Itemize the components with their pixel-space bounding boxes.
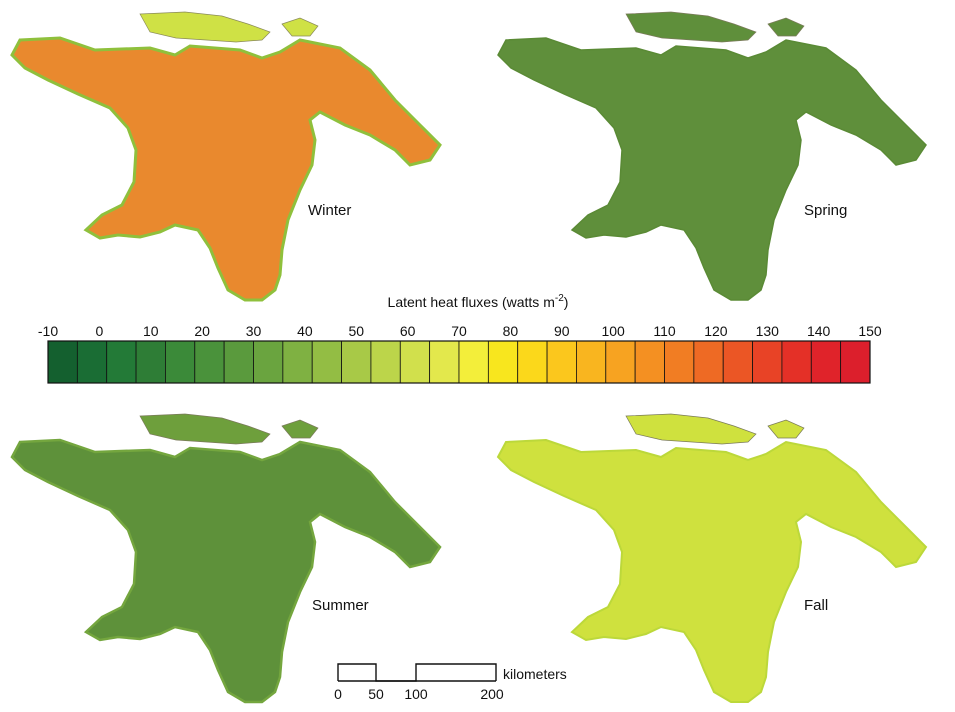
colorbar-swatch xyxy=(840,340,871,384)
colorbar-tick-label: 150 xyxy=(858,323,882,339)
colorbar-swatch xyxy=(223,340,254,384)
colorbar-title: Latent heat fluxes (watts m-2) xyxy=(388,293,569,310)
scale-bar-line xyxy=(337,663,497,682)
lake-summer xyxy=(10,438,442,704)
colorbar-swatch xyxy=(664,340,695,384)
season-label-winter: Winter xyxy=(308,202,351,219)
colorbar: Latent heat fluxes (watts m-2) -10 0 10 20 3… xyxy=(38,293,882,384)
colorbar-swatch xyxy=(399,340,431,384)
colorbar-swatch xyxy=(605,340,636,384)
colorbar-tick-label: 120 xyxy=(704,323,728,339)
colorbar-swatch xyxy=(194,340,225,384)
map-panel-spring: Spring xyxy=(497,11,927,301)
colorbar-swatch xyxy=(106,340,137,384)
colorbar-tick-label: 130 xyxy=(756,323,780,339)
map-panel-fall: Fall xyxy=(497,413,927,703)
colorbar-swatch xyxy=(576,340,607,384)
colorbar-tick-labels: -10 0 10 20 30 40 50 60 70 80 90 100 110 120 130 140 150 xyxy=(38,323,882,339)
colorbar-tick-label: 70 xyxy=(451,323,467,339)
colorbar-tick-label: 30 xyxy=(246,323,262,339)
colorbar-tick-label: 50 xyxy=(348,323,364,339)
islands-spring xyxy=(625,11,805,43)
colorbar-swatch xyxy=(458,340,489,384)
scale-tick-50: 50 xyxy=(368,686,384,702)
colorbar-swatch xyxy=(810,340,842,384)
colorbar-tick-label: -10 xyxy=(38,323,58,339)
colorbar-swatch xyxy=(253,340,284,384)
colorbar-swatch xyxy=(282,340,313,384)
islands-summer xyxy=(139,413,319,445)
colorbar-swatch xyxy=(487,340,519,384)
colorbar-swatch xyxy=(311,340,342,384)
colorbar-swatch xyxy=(370,340,401,384)
colorbar-tick-label: 90 xyxy=(554,323,570,339)
colorbar-tick-label: 80 xyxy=(503,323,519,339)
season-label-fall: Fall xyxy=(804,597,828,614)
colorbar-swatches xyxy=(47,340,871,384)
colorbar-swatch xyxy=(341,340,372,384)
colorbar-swatch xyxy=(517,340,548,384)
colorbar-swatch xyxy=(634,340,665,384)
colorbar-tick-label: 40 xyxy=(297,323,313,339)
scale-bar: kilometers 0 50 100 200 xyxy=(334,663,567,702)
colorbar-tick-label: 60 xyxy=(400,323,416,339)
season-label-summer: Summer xyxy=(312,597,369,614)
colorbar-swatch xyxy=(429,340,460,384)
map-panel-summer: Summer xyxy=(10,413,442,704)
colorbar-tick-label: 110 xyxy=(653,323,676,339)
colorbar-swatch xyxy=(722,340,753,384)
colorbar-tick-label: 0 xyxy=(95,323,103,339)
lake-winter xyxy=(10,36,442,302)
colorbar-swatch xyxy=(76,340,108,384)
colorbar-swatch xyxy=(47,340,78,384)
colorbar-tick-label: 10 xyxy=(143,323,159,339)
scale-tick-100: 100 xyxy=(404,686,428,702)
colorbar-swatch xyxy=(693,340,724,384)
colorbar-frame xyxy=(47,340,871,384)
scale-unit-label: kilometers xyxy=(503,666,567,682)
colorbar-swatch xyxy=(135,340,166,384)
colorbar-swatch xyxy=(546,340,577,384)
lake-spring xyxy=(497,37,927,301)
islands-fall xyxy=(625,413,805,445)
colorbar-swatch xyxy=(752,340,783,384)
season-label-spring: Spring xyxy=(804,202,847,219)
lake-fall xyxy=(497,439,927,703)
colorbar-tick-label: 140 xyxy=(807,323,831,339)
islands-winter xyxy=(139,11,319,43)
colorbar-tick-label: 100 xyxy=(601,323,625,339)
colorbar-swatch xyxy=(165,340,196,384)
map-panel-winter: Winter xyxy=(10,11,442,302)
scale-tick-0: 0 xyxy=(334,686,342,702)
colorbar-swatch xyxy=(781,340,812,384)
colorbar-tick-label: 20 xyxy=(194,323,210,339)
scale-tick-200: 200 xyxy=(480,686,504,702)
